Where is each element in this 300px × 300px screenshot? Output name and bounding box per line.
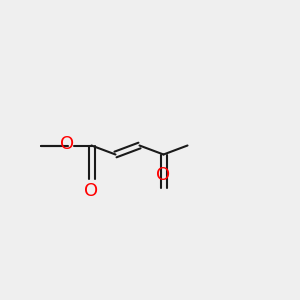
Text: O: O xyxy=(84,182,99,200)
Text: O: O xyxy=(156,167,171,184)
Text: O: O xyxy=(60,135,75,153)
